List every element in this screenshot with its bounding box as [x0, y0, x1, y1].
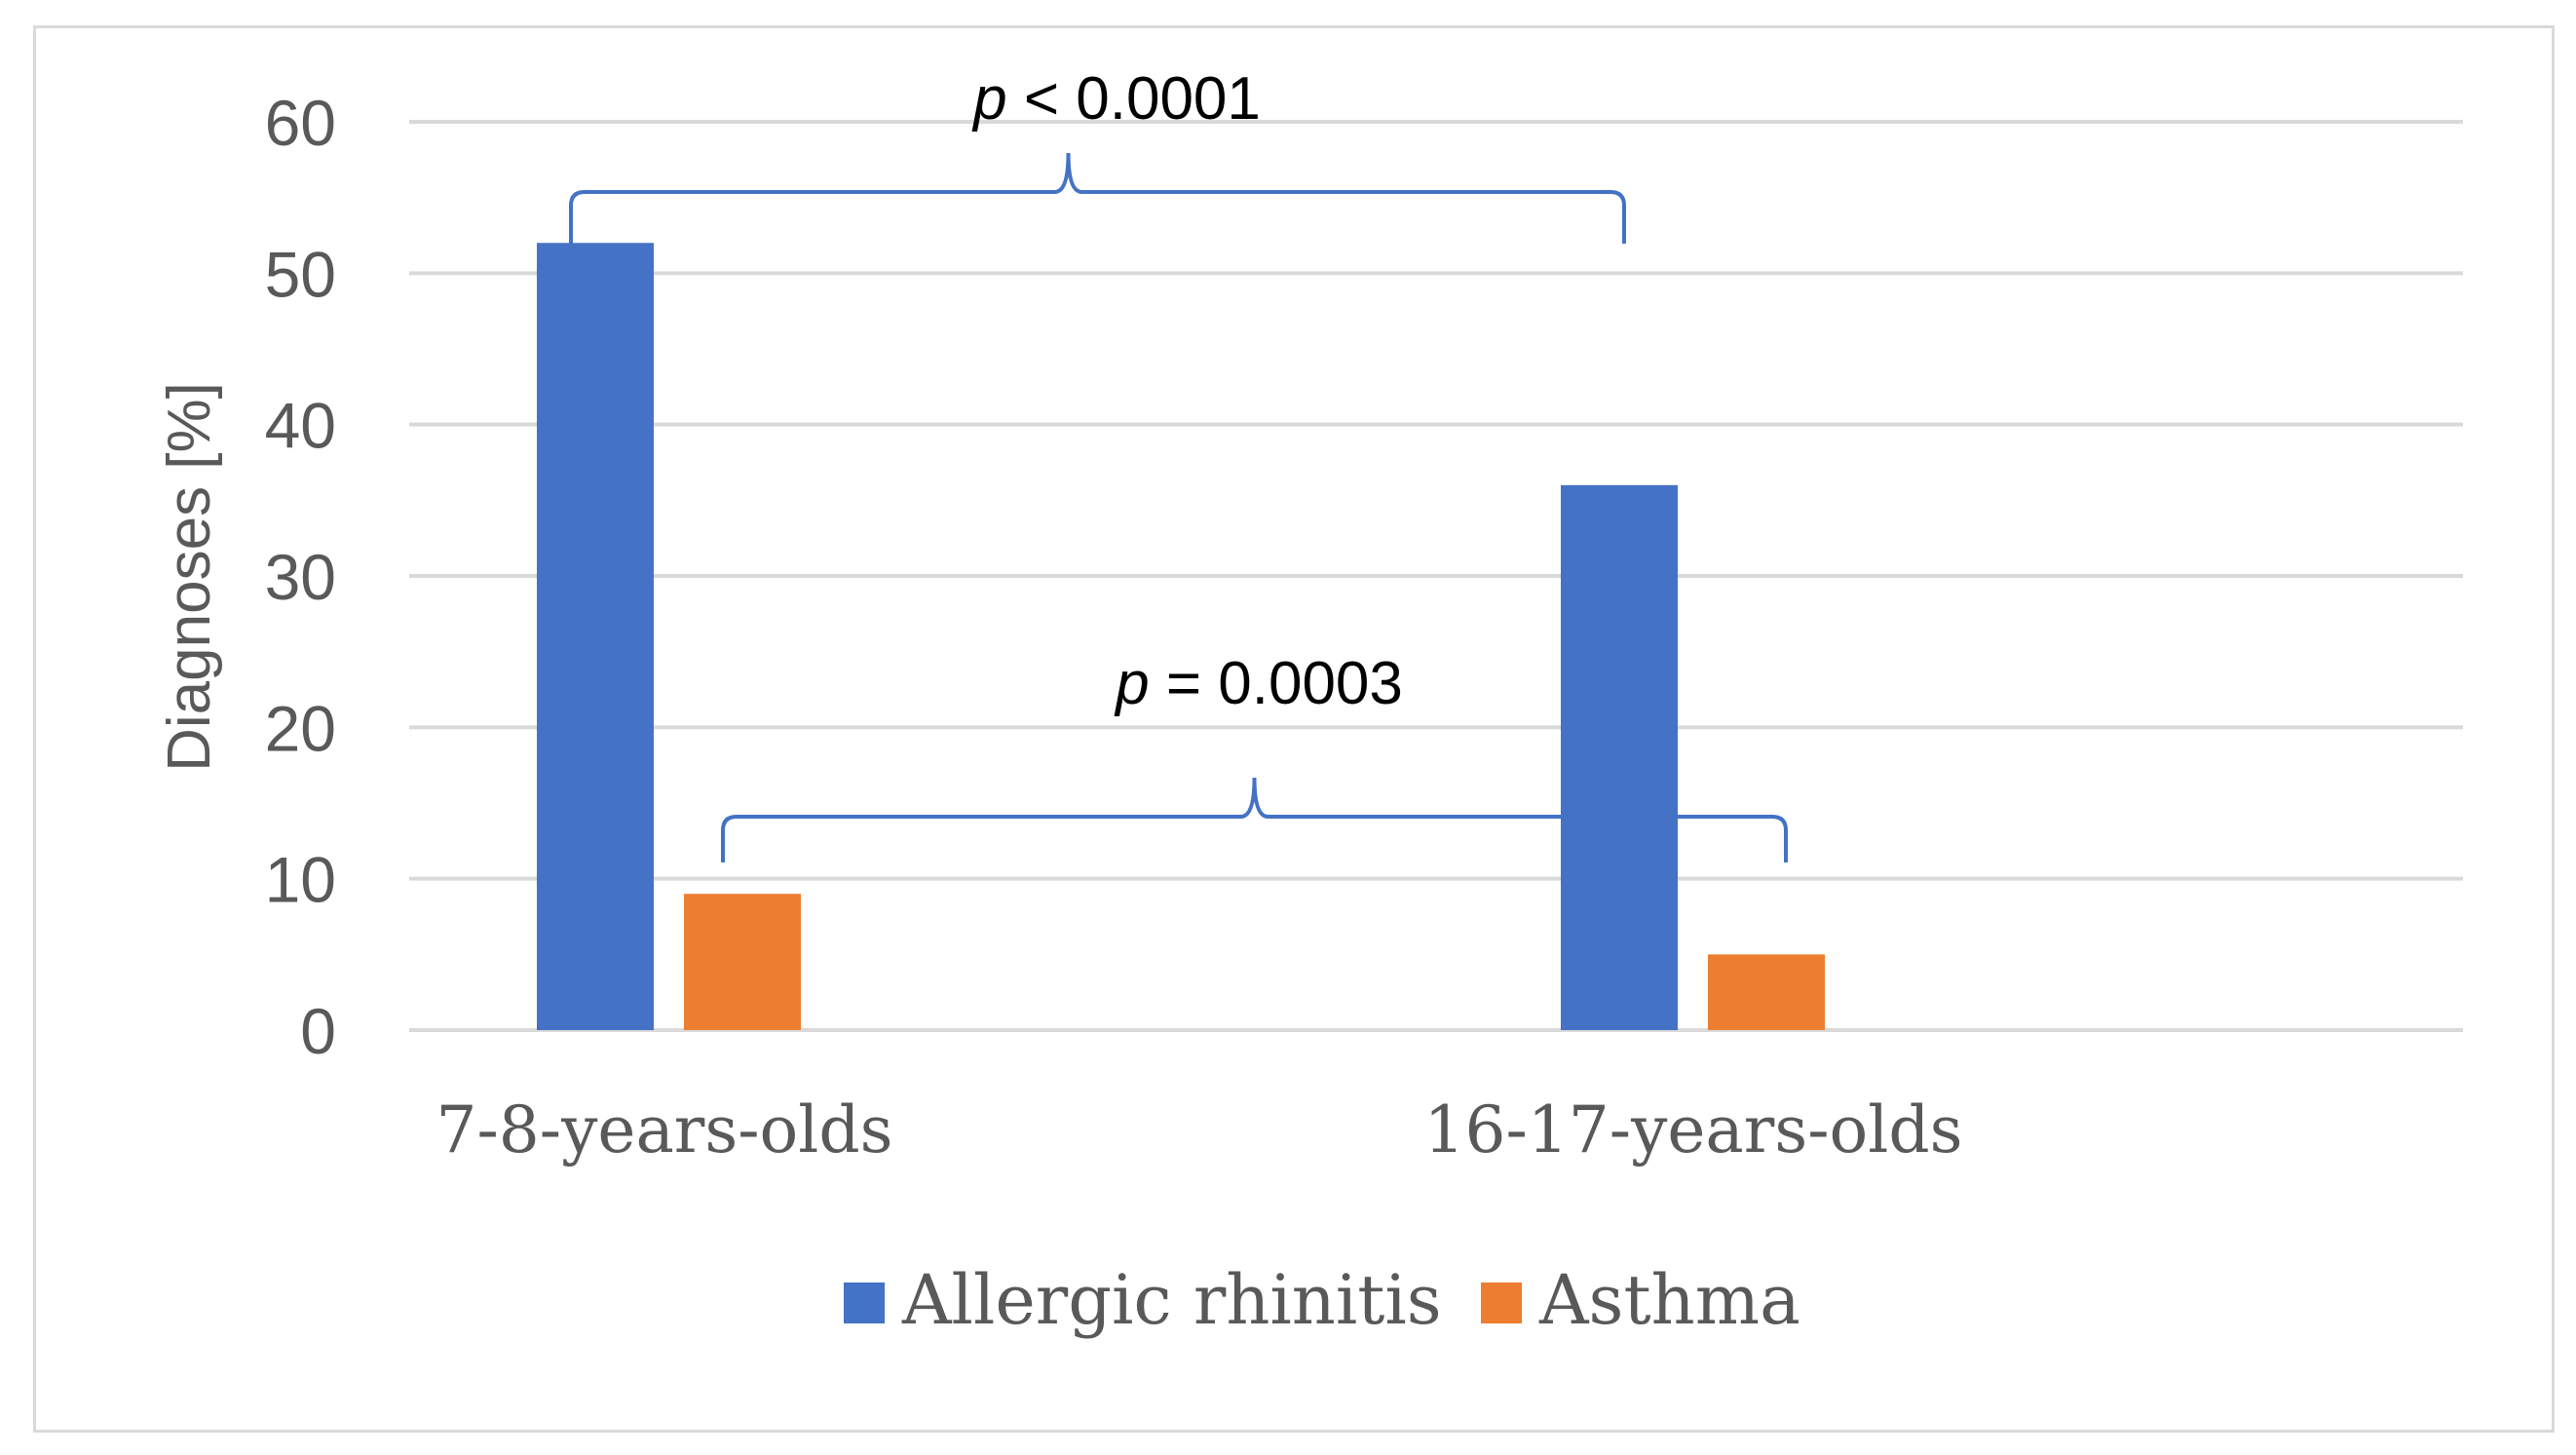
y-tick-label: 10 [265, 844, 336, 916]
legend-label: Allergic rhinitis [901, 1260, 1442, 1340]
significance-bracket [721, 777, 1788, 862]
legend-label: Asthma [1538, 1260, 1800, 1340]
bar-allergic-rhinitis-2 [1561, 484, 1678, 1030]
x-category-label: 16-17-years-olds [1424, 1092, 1963, 1168]
bar-allergic-rhinitis-1 [537, 243, 654, 1030]
legend-swatch-allergic-rhinitis [844, 1283, 885, 1323]
y-tick-label: 30 [265, 541, 336, 613]
bar-asthma-2 [1708, 954, 1825, 1030]
p-symbol: p [1114, 650, 1149, 717]
y-tick-label: 60 [265, 87, 336, 159]
p-value-text: < 0.0001 [1007, 65, 1261, 133]
bar-asthma-1 [684, 894, 801, 1030]
bars [537, 243, 1825, 1030]
x-category-label: 7-8-years-olds [436, 1092, 893, 1168]
y-axis-label: Diagnoses [%] [156, 382, 223, 772]
p-symbol: p [971, 65, 1006, 133]
y-tick-label: 0 [300, 995, 336, 1067]
p-value-label: p < 0.0001 [971, 65, 1261, 133]
legend: Allergic rhinitis Asthma [844, 1260, 1800, 1340]
y-tick-label: 40 [265, 390, 336, 462]
y-axis-ticks: 0 10 20 30 40 50 60 [265, 87, 336, 1067]
x-axis-categories: 7-8-years-olds 16-17-years-olds [436, 1092, 1963, 1168]
p-value-text: = 0.0003 [1150, 650, 1403, 717]
significance-bracket [569, 152, 1626, 246]
p-value-label: p = 0.0003 [1114, 650, 1403, 717]
y-tick-label: 20 [265, 692, 336, 764]
legend-swatch-asthma [1481, 1283, 1522, 1323]
y-tick-label: 50 [265, 238, 336, 310]
